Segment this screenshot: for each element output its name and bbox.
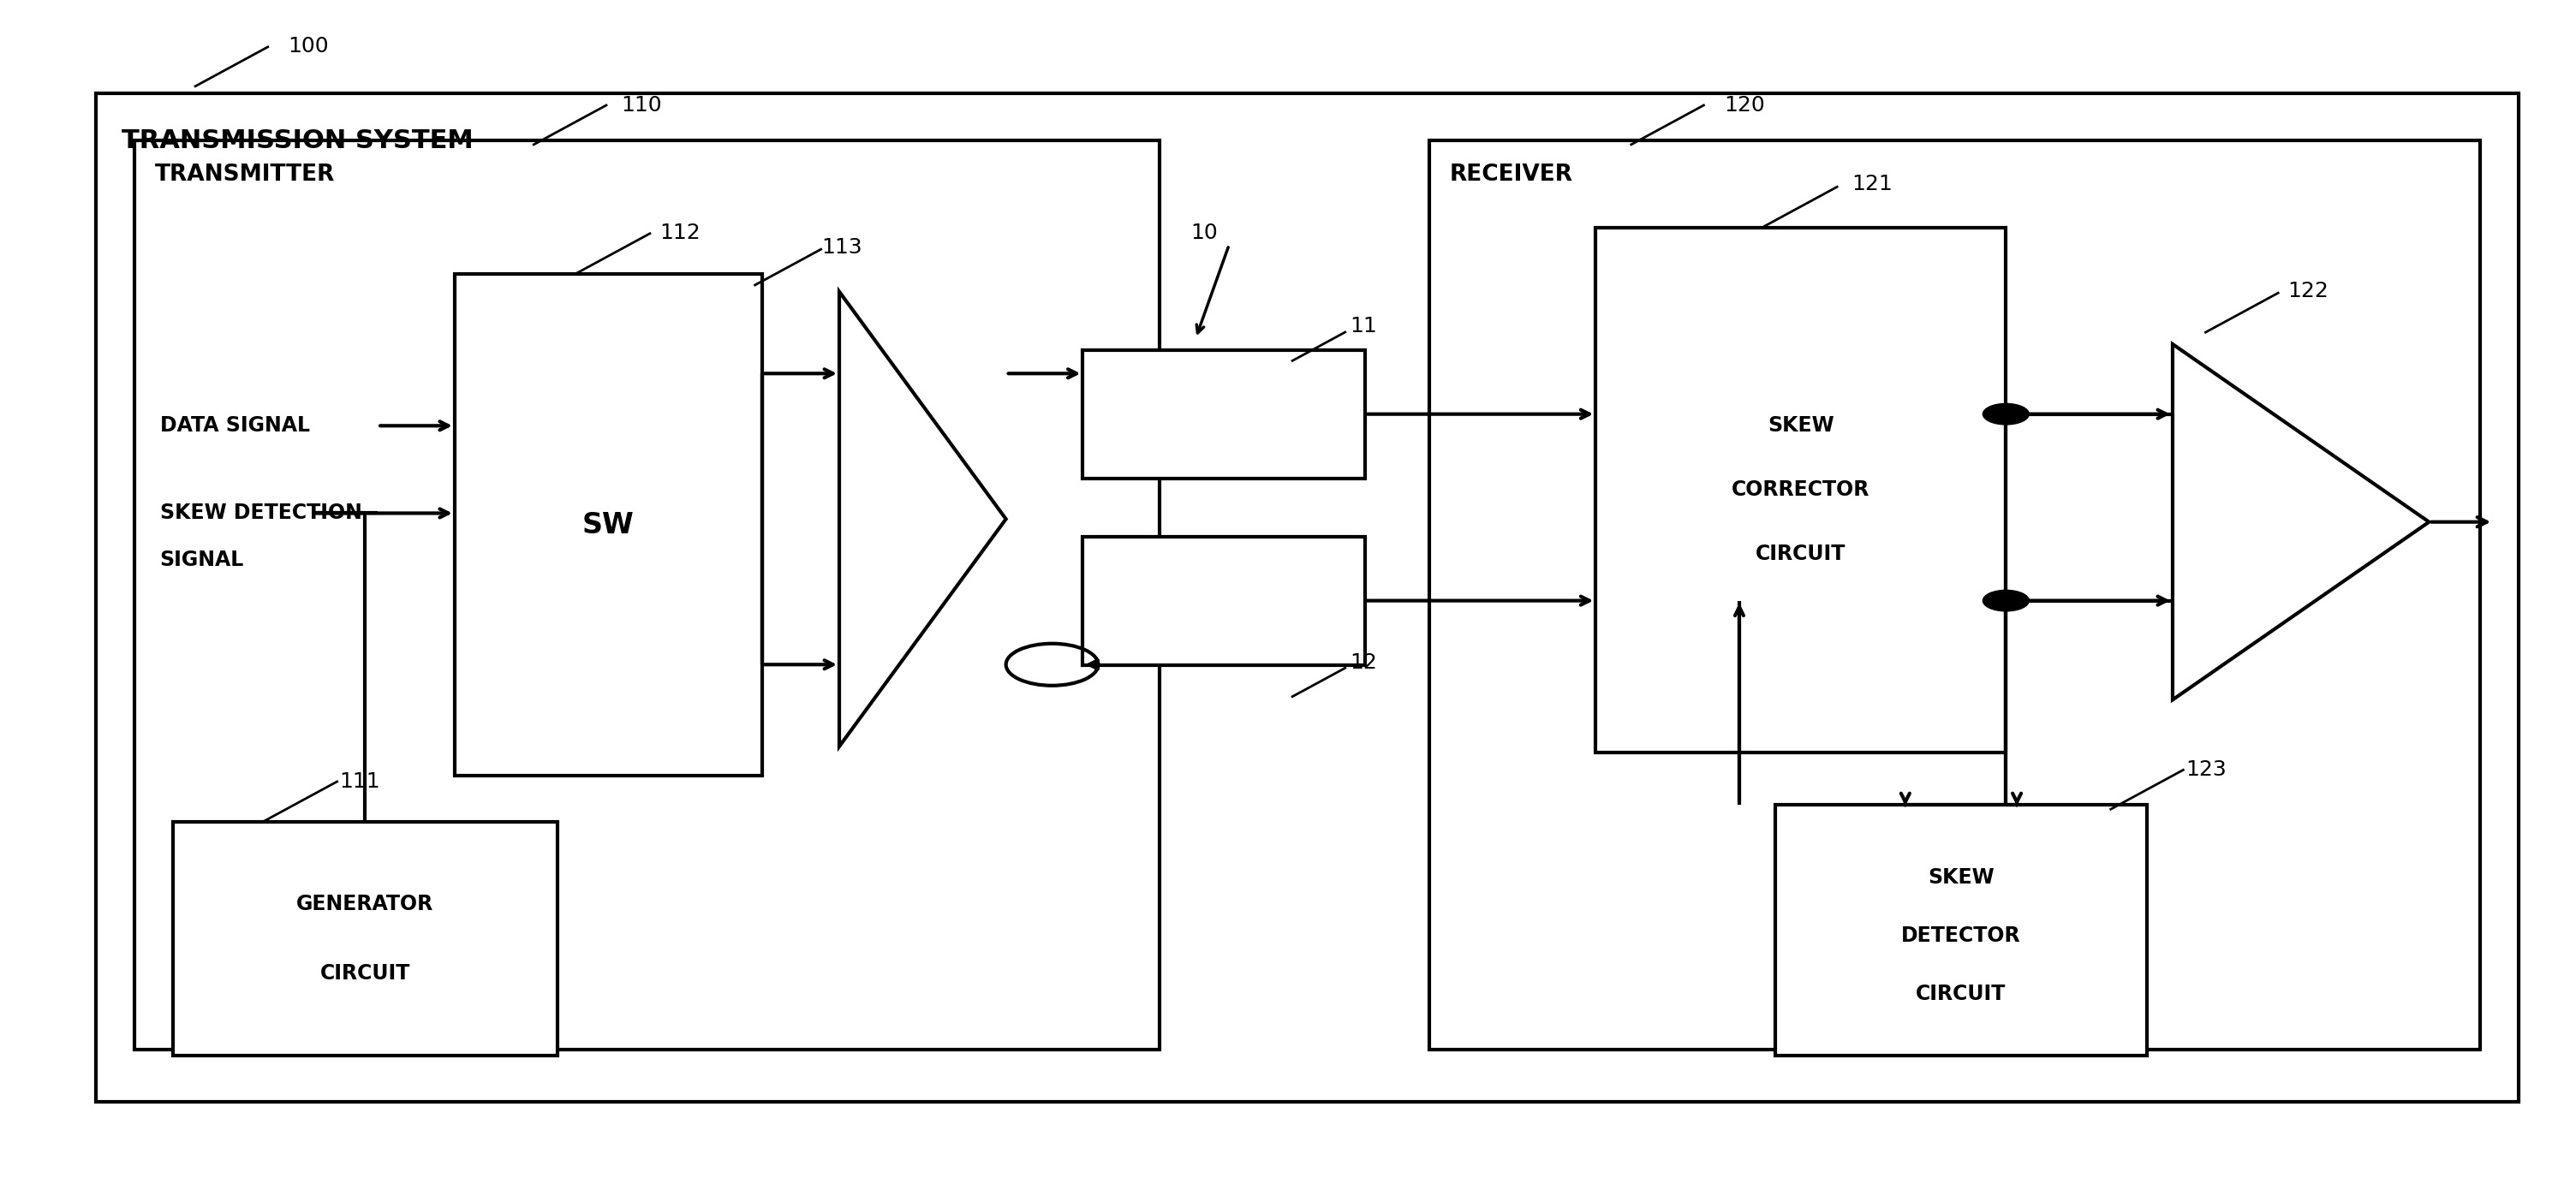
- Text: GENERATOR: GENERATOR: [296, 894, 433, 914]
- Text: 12: 12: [1350, 653, 1376, 673]
- Text: SKEW: SKEW: [1927, 867, 1994, 888]
- Text: 10: 10: [1190, 223, 1218, 244]
- Text: CIRCUIT: CIRCUIT: [1757, 544, 1847, 564]
- Text: DETECTOR: DETECTOR: [1901, 926, 2020, 946]
- Bar: [1082, 350, 1365, 478]
- Circle shape: [1984, 590, 2030, 611]
- Text: 113: 113: [822, 237, 863, 258]
- Text: 120: 120: [1723, 94, 1765, 115]
- Text: 121: 121: [1852, 174, 1893, 194]
- Text: DATA SIGNAL: DATA SIGNAL: [160, 416, 309, 436]
- Bar: [456, 274, 762, 775]
- Text: CIRCUIT: CIRCUIT: [1917, 984, 2007, 1005]
- Text: CIRCUIT: CIRCUIT: [319, 964, 410, 984]
- Bar: [134, 140, 1159, 1050]
- Text: 122: 122: [2287, 282, 2329, 302]
- Text: 123: 123: [2184, 760, 2226, 780]
- Text: 11: 11: [1350, 316, 1376, 337]
- Bar: [1082, 536, 1365, 664]
- Text: RECEIVER: RECEIVER: [1450, 164, 1574, 186]
- Text: 111: 111: [340, 770, 381, 792]
- Bar: [95, 93, 2519, 1103]
- Text: 110: 110: [621, 94, 662, 115]
- Text: CORRECTOR: CORRECTOR: [1731, 479, 1870, 501]
- Bar: [1430, 140, 2481, 1050]
- Bar: [1595, 227, 2007, 753]
- Text: SW: SW: [582, 511, 634, 540]
- Bar: [173, 822, 556, 1055]
- Text: SIGNAL: SIGNAL: [160, 550, 245, 570]
- Text: TRANSMISSION SYSTEM: TRANSMISSION SYSTEM: [121, 128, 474, 153]
- Text: SKEW: SKEW: [1767, 416, 1834, 436]
- Text: 100: 100: [289, 37, 330, 57]
- Bar: [1775, 805, 2146, 1055]
- Text: 112: 112: [659, 223, 701, 244]
- Circle shape: [1984, 404, 2030, 424]
- Text: TRANSMITTER: TRANSMITTER: [155, 164, 335, 186]
- Text: SKEW DETECTION: SKEW DETECTION: [160, 503, 361, 523]
